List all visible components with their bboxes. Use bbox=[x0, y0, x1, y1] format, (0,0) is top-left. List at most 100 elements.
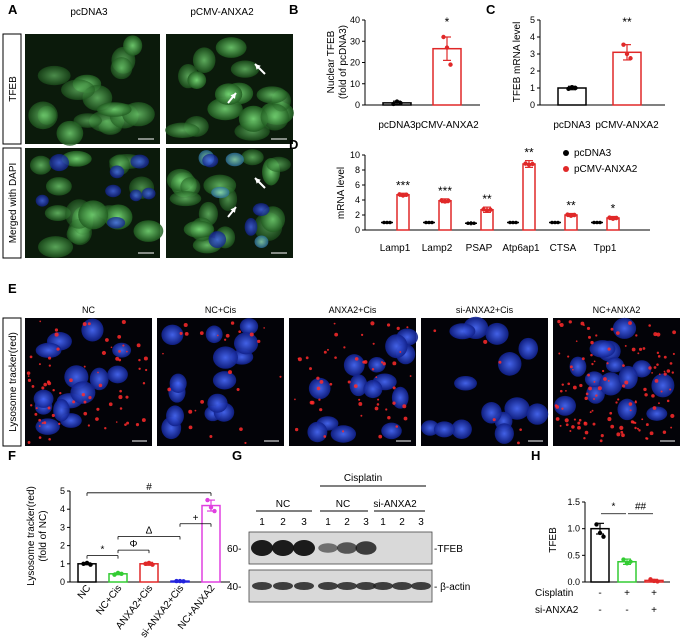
lysosome-dot bbox=[30, 404, 33, 407]
lysosome-dot bbox=[209, 435, 213, 439]
x-tick-label: Atp6ap1 bbox=[502, 243, 540, 254]
cell bbox=[73, 113, 102, 128]
lysosome-dot bbox=[125, 395, 129, 399]
x-tick-label: NC bbox=[76, 583, 94, 601]
lysosome-dot bbox=[295, 427, 299, 432]
nucleus bbox=[81, 318, 104, 342]
arrow-a-1 bbox=[254, 63, 266, 75]
lysosome-dot bbox=[27, 375, 30, 377]
significance-mark: + bbox=[193, 513, 199, 524]
data-point bbox=[569, 84, 575, 90]
cell bbox=[28, 101, 58, 130]
lysosome-dot bbox=[581, 357, 585, 361]
lysosome-dot bbox=[326, 348, 329, 351]
lysosome-dot bbox=[179, 331, 183, 335]
data-point bbox=[484, 208, 490, 213]
arrow-head bbox=[230, 207, 236, 213]
lane-number: 2 bbox=[280, 517, 286, 528]
data-point bbox=[112, 572, 117, 577]
tfeb-band bbox=[272, 540, 294, 556]
panel-a-col-title-1: pcDNA3 bbox=[70, 7, 108, 18]
lysosome-dot bbox=[651, 372, 653, 374]
significance-mark: *** bbox=[438, 184, 452, 198]
cell bbox=[169, 191, 202, 207]
y-tick-label: 1 bbox=[60, 559, 65, 569]
x-tick-label: pcDNA3 bbox=[378, 120, 416, 131]
nucleus bbox=[205, 325, 223, 344]
data-point bbox=[566, 86, 571, 92]
cell bbox=[260, 103, 289, 131]
nucleus bbox=[212, 371, 237, 390]
lysosome-dot bbox=[498, 360, 502, 364]
data-point bbox=[448, 62, 453, 67]
lysosome-dot bbox=[360, 414, 363, 417]
lysosome-dot bbox=[631, 347, 636, 352]
lysosome-dot bbox=[59, 391, 62, 395]
lysosome-dot bbox=[126, 350, 128, 353]
lysosome-dot bbox=[244, 441, 247, 445]
lysosome-dot bbox=[41, 386, 45, 390]
lysosome-dot bbox=[115, 356, 120, 361]
actin-band bbox=[252, 582, 272, 590]
panel-e-label: E bbox=[8, 281, 17, 296]
lysosome-dot bbox=[115, 421, 118, 423]
lysosome-dot bbox=[83, 411, 88, 416]
lysosome-dot bbox=[334, 356, 337, 359]
panel-a-row-box-2 bbox=[2, 147, 22, 259]
y-tick-label: 0.0 bbox=[567, 577, 580, 587]
panel-h-row-label-2: si-ANXA2 bbox=[535, 605, 579, 616]
lysosome-dot bbox=[492, 418, 496, 422]
lysosome-dot bbox=[590, 340, 594, 345]
lysosome-dot bbox=[392, 386, 396, 390]
micrograph-a-2 bbox=[165, 34, 294, 144]
nucleus bbox=[646, 406, 668, 421]
panel-h-row-label-1: Cisplatin bbox=[535, 588, 573, 599]
lysosome-dot bbox=[617, 398, 620, 401]
nucleus bbox=[381, 422, 402, 440]
arrow-a-4 bbox=[227, 206, 237, 218]
lysosome-dot bbox=[372, 342, 375, 345]
y-tick-label: 1.0 bbox=[567, 524, 580, 534]
nucleus bbox=[349, 374, 368, 397]
nucleus bbox=[70, 381, 96, 404]
y-tick-label: 0 bbox=[355, 225, 360, 235]
micrograph-e-2: NC+Cis bbox=[157, 305, 284, 446]
lysosome-dot bbox=[583, 437, 586, 440]
nucleus bbox=[651, 373, 675, 398]
lysosome-dot bbox=[249, 332, 254, 337]
lysosome-dot bbox=[48, 356, 52, 360]
lysosome-dot bbox=[402, 404, 407, 409]
lysosome-dot bbox=[43, 421, 47, 425]
lysosome-dot bbox=[310, 400, 315, 405]
lysosome-dot bbox=[648, 366, 652, 370]
panel-h-row1-col2: + bbox=[624, 588, 630, 599]
x-tick-label: Lamp1 bbox=[380, 243, 411, 254]
lysosome-dot bbox=[593, 380, 596, 383]
lysosome-dot bbox=[403, 416, 408, 421]
lysosome-dot bbox=[188, 425, 193, 430]
data-point bbox=[648, 577, 653, 582]
lysosome-dot bbox=[294, 398, 296, 401]
panel-g-bands bbox=[251, 540, 431, 590]
y-tick-label: 2 bbox=[530, 66, 535, 76]
lysosome-dot bbox=[670, 426, 673, 429]
x-tick-label: pCMV-ANXA2 bbox=[415, 120, 479, 131]
lysosome-dot bbox=[386, 323, 391, 327]
lysosome-dot bbox=[561, 407, 564, 410]
data-point bbox=[568, 213, 574, 218]
lysosome-dot bbox=[656, 332, 661, 337]
panel-g-mw-40: 40- bbox=[227, 582, 241, 593]
lysosome-dot bbox=[31, 385, 35, 388]
data-point bbox=[565, 212, 570, 217]
y-tick-label: 10 bbox=[350, 150, 360, 160]
lysosome-dot bbox=[216, 334, 219, 337]
lysosome-dot bbox=[375, 376, 378, 379]
y-tick-label: 40 bbox=[350, 15, 360, 25]
legend-marker bbox=[563, 150, 569, 156]
actin-band bbox=[273, 582, 293, 590]
lysosome-dot bbox=[126, 421, 130, 425]
significance-mark: *** bbox=[396, 178, 410, 192]
lysosome-dot bbox=[334, 332, 339, 337]
lysosome-dot bbox=[558, 352, 561, 355]
nucleus bbox=[504, 397, 530, 420]
